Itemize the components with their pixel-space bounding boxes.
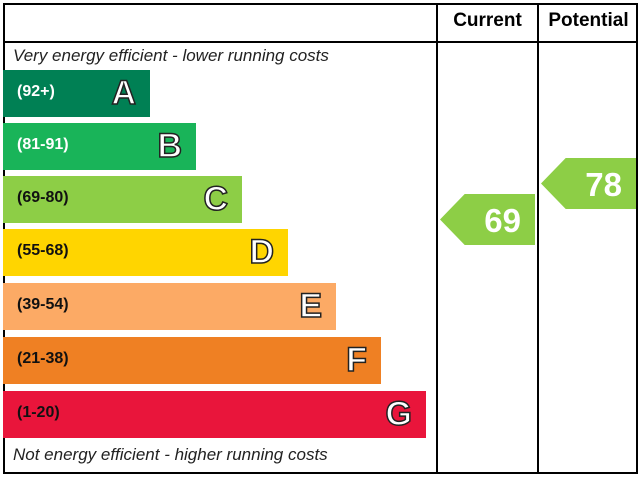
band: (92+) A <box>3 70 150 117</box>
potential-header: Potential <box>548 10 629 31</box>
column-rule <box>436 3 438 474</box>
current-header: Current <box>453 10 522 31</box>
potential-value: 78 <box>585 166 622 203</box>
band-range: (21-38) <box>17 350 69 367</box>
band-range: (1-20) <box>17 404 60 421</box>
band: (81-91) B <box>3 123 196 170</box>
band: (21-38) F <box>3 337 381 384</box>
band-range: (92+) <box>17 83 55 100</box>
band-range: (55-68) <box>17 242 69 259</box>
current-value: 69 <box>484 202 521 239</box>
bottom-note: Not energy efficient - higher running co… <box>13 445 328 464</box>
band-letter: B <box>157 126 183 166</box>
band-letter: E <box>299 286 323 326</box>
band-range: (69-80) <box>17 189 69 206</box>
band-letter: D <box>249 232 275 272</box>
column-rule <box>537 3 539 474</box>
band-letter: F <box>345 340 367 380</box>
band-range: (39-54) <box>17 296 69 313</box>
band: (55-68) D <box>3 229 288 276</box>
band-letter: A <box>111 73 137 113</box>
header-rule <box>3 41 638 43</box>
band-letter: C <box>203 179 229 219</box>
band: (39-54) E <box>3 283 336 330</box>
band: (69-80) C <box>3 176 242 223</box>
band-range: (81-91) <box>17 136 69 153</box>
top-note: Very energy efficient - lower running co… <box>13 46 329 65</box>
band: (1-20) G <box>3 391 426 438</box>
potential-arrow: 78 <box>541 158 636 209</box>
band-letter: G <box>385 394 413 434</box>
